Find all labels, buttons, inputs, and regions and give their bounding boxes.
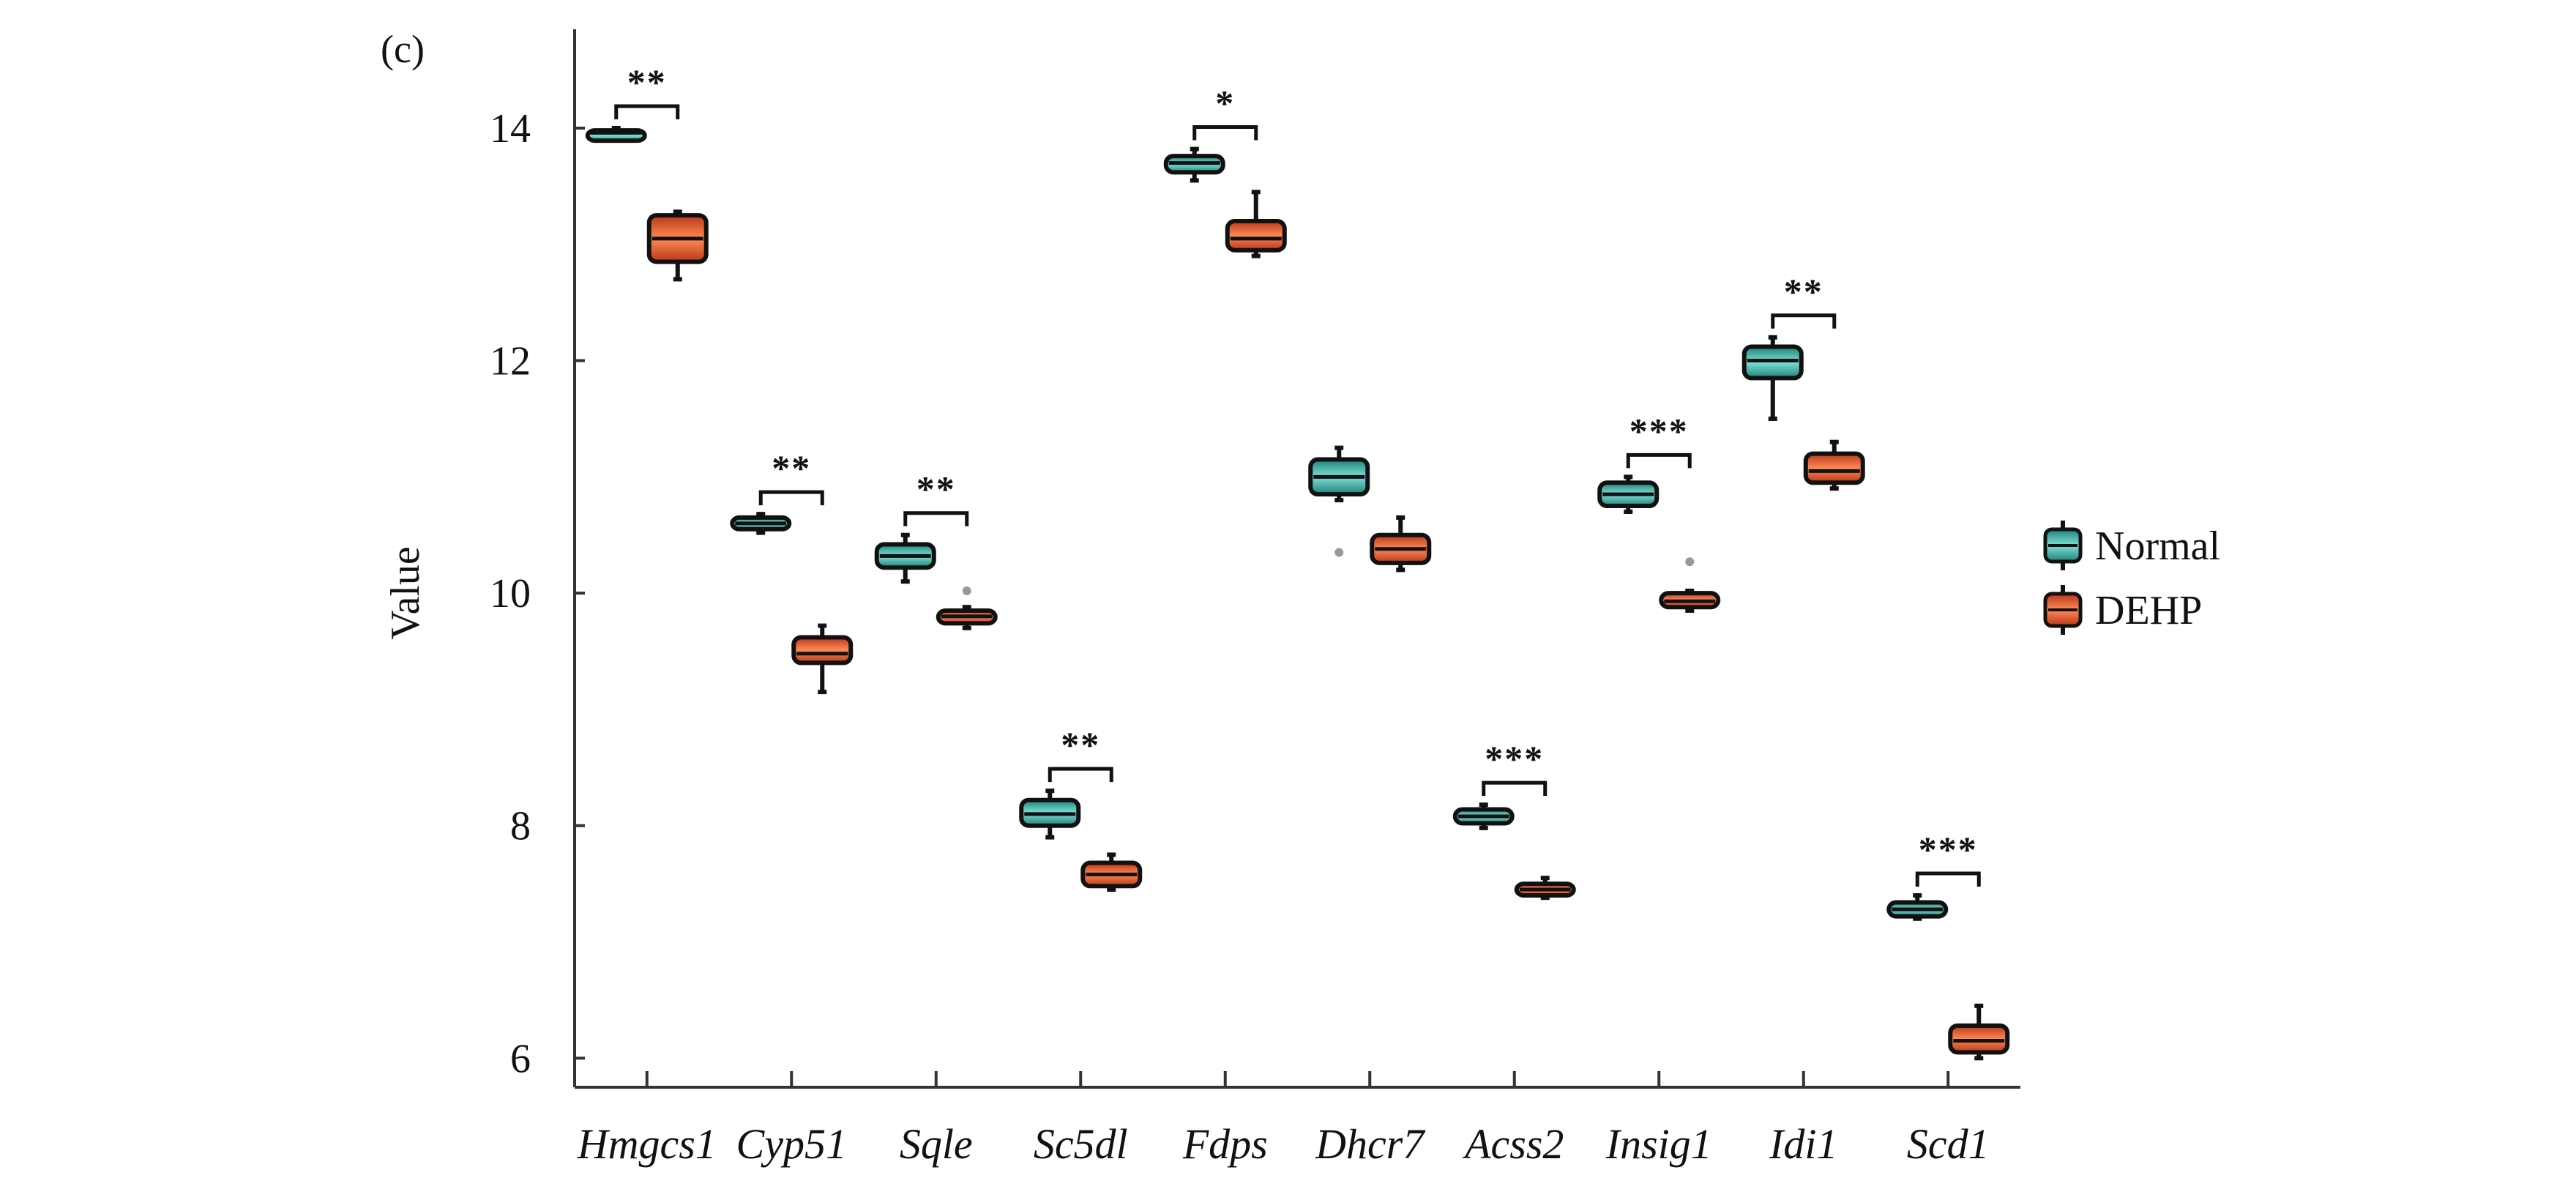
axes [573, 29, 2020, 1089]
box-normal-sqle [874, 532, 936, 584]
x-tick-label-hmgcs1: Hmgcs1 [577, 1120, 717, 1168]
y-axis-label: Value [383, 546, 428, 640]
x-tick-label-sqle: Sqle [900, 1120, 973, 1168]
significance-sqle: ** [903, 469, 969, 526]
y-tick-label: 10 [490, 571, 531, 616]
significance-stars: * [1215, 83, 1235, 124]
x-tick-label-dhcr7: Dhcr7 [1315, 1120, 1425, 1168]
box-normal-dhcr7 [1308, 445, 1370, 557]
outlier-point [1685, 557, 1695, 567]
box-body [1803, 451, 1865, 485]
significance-stars: ** [772, 447, 811, 488]
significance-cyp51: ** [758, 447, 824, 506]
significance-sc5dl: ** [1048, 724, 1113, 783]
bracket [903, 511, 969, 526]
x-tick-label-cyp51: Cyp51 [736, 1120, 847, 1168]
box-dehp-scd1 [1948, 1003, 2010, 1061]
y-tick-label: 12 [490, 339, 531, 384]
x-tick-label-idi1: Idi1 [1769, 1120, 1837, 1168]
outlier-point [962, 586, 971, 595]
significance-scd1: *** [1915, 829, 1981, 887]
significance-insig1: *** [1626, 410, 1692, 469]
legend-label: Normal [2095, 523, 2220, 569]
y-tick-label: 8 [510, 804, 531, 849]
box-dehp-acss2 [1514, 876, 1576, 901]
x-tick-label-acss2: Acss2 [1462, 1120, 1564, 1168]
box-normal-hmgcs1 [585, 125, 647, 144]
significance-stars: *** [1485, 738, 1544, 779]
box-dehp-sc5dl [1080, 852, 1143, 892]
significance-acss2: *** [1482, 738, 1548, 797]
significance-stars: ** [627, 61, 667, 102]
significance-hmgcs1: ** [614, 61, 680, 119]
box-normal-insig1 [1597, 474, 1660, 514]
box-normal-fdps [1163, 146, 1225, 183]
outlier-point [1334, 548, 1344, 557]
box-series [585, 125, 2010, 1061]
x-tick-label-sc5dl: Sc5dl [1034, 1120, 1128, 1168]
y-tick-label: 6 [510, 1036, 531, 1081]
box-dehp-dhcr7 [1370, 515, 1432, 573]
box-dehp-fdps [1225, 190, 1287, 258]
box-normal-idi1 [1741, 335, 1804, 421]
legend-label: DEHP [2095, 588, 2202, 633]
x-tick-labels: Hmgcs1 Cyp51 Sqle Sc5dl Fdps Dhcr7 Acss2 Insig1… [577, 1071, 1990, 1168]
x-tick-label-scd1: Scd1 [1907, 1120, 1990, 1168]
x-tick-label-insig1: Insig1 [1605, 1120, 1712, 1168]
significance-idi1: ** [1771, 271, 1837, 329]
significance-fdps: * [1192, 83, 1258, 141]
y-ticks: 6 8 10 12 14 [490, 106, 585, 1081]
significance-stars: ** [916, 469, 956, 510]
legend: Normal DEHP [2043, 521, 2220, 635]
box-dehp-idi1 [1803, 439, 1865, 491]
bracket [1048, 767, 1113, 783]
panel-label: (c) [381, 27, 425, 71]
significance-brackets: ******************** [614, 61, 1981, 887]
significance-stars: *** [1629, 410, 1689, 451]
box-normal-sc5dl [1019, 789, 1081, 840]
box-dehp-hmgcs1 [646, 209, 709, 282]
bracket [758, 490, 824, 506]
box-normal-scd1 [1886, 892, 1949, 921]
box-dehp-sqle [936, 586, 998, 630]
box-normal-cyp51 [730, 512, 792, 535]
significance-stars: *** [1919, 829, 1978, 870]
x-tick-label-fdps: Fdps [1182, 1120, 1268, 1168]
box-body [791, 635, 854, 666]
box-dehp-cyp51 [791, 623, 854, 695]
bracket [1482, 780, 1548, 797]
box-dehp-insig1 [1659, 557, 1721, 613]
bracket [1192, 125, 1258, 141]
bracket [614, 104, 680, 119]
bracket [1771, 313, 1837, 329]
legend-item-normal: Normal [2043, 521, 2220, 570]
legend-item-dehp: DEHP [2043, 585, 2202, 635]
significance-stars: ** [1784, 271, 1823, 312]
bracket [1626, 452, 1692, 469]
y-tick-label: 14 [490, 106, 531, 152]
box-body [1225, 219, 1287, 253]
bracket [1915, 871, 1981, 887]
box-normal-acss2 [1452, 802, 1515, 830]
significance-stars: ** [1061, 724, 1100, 765]
